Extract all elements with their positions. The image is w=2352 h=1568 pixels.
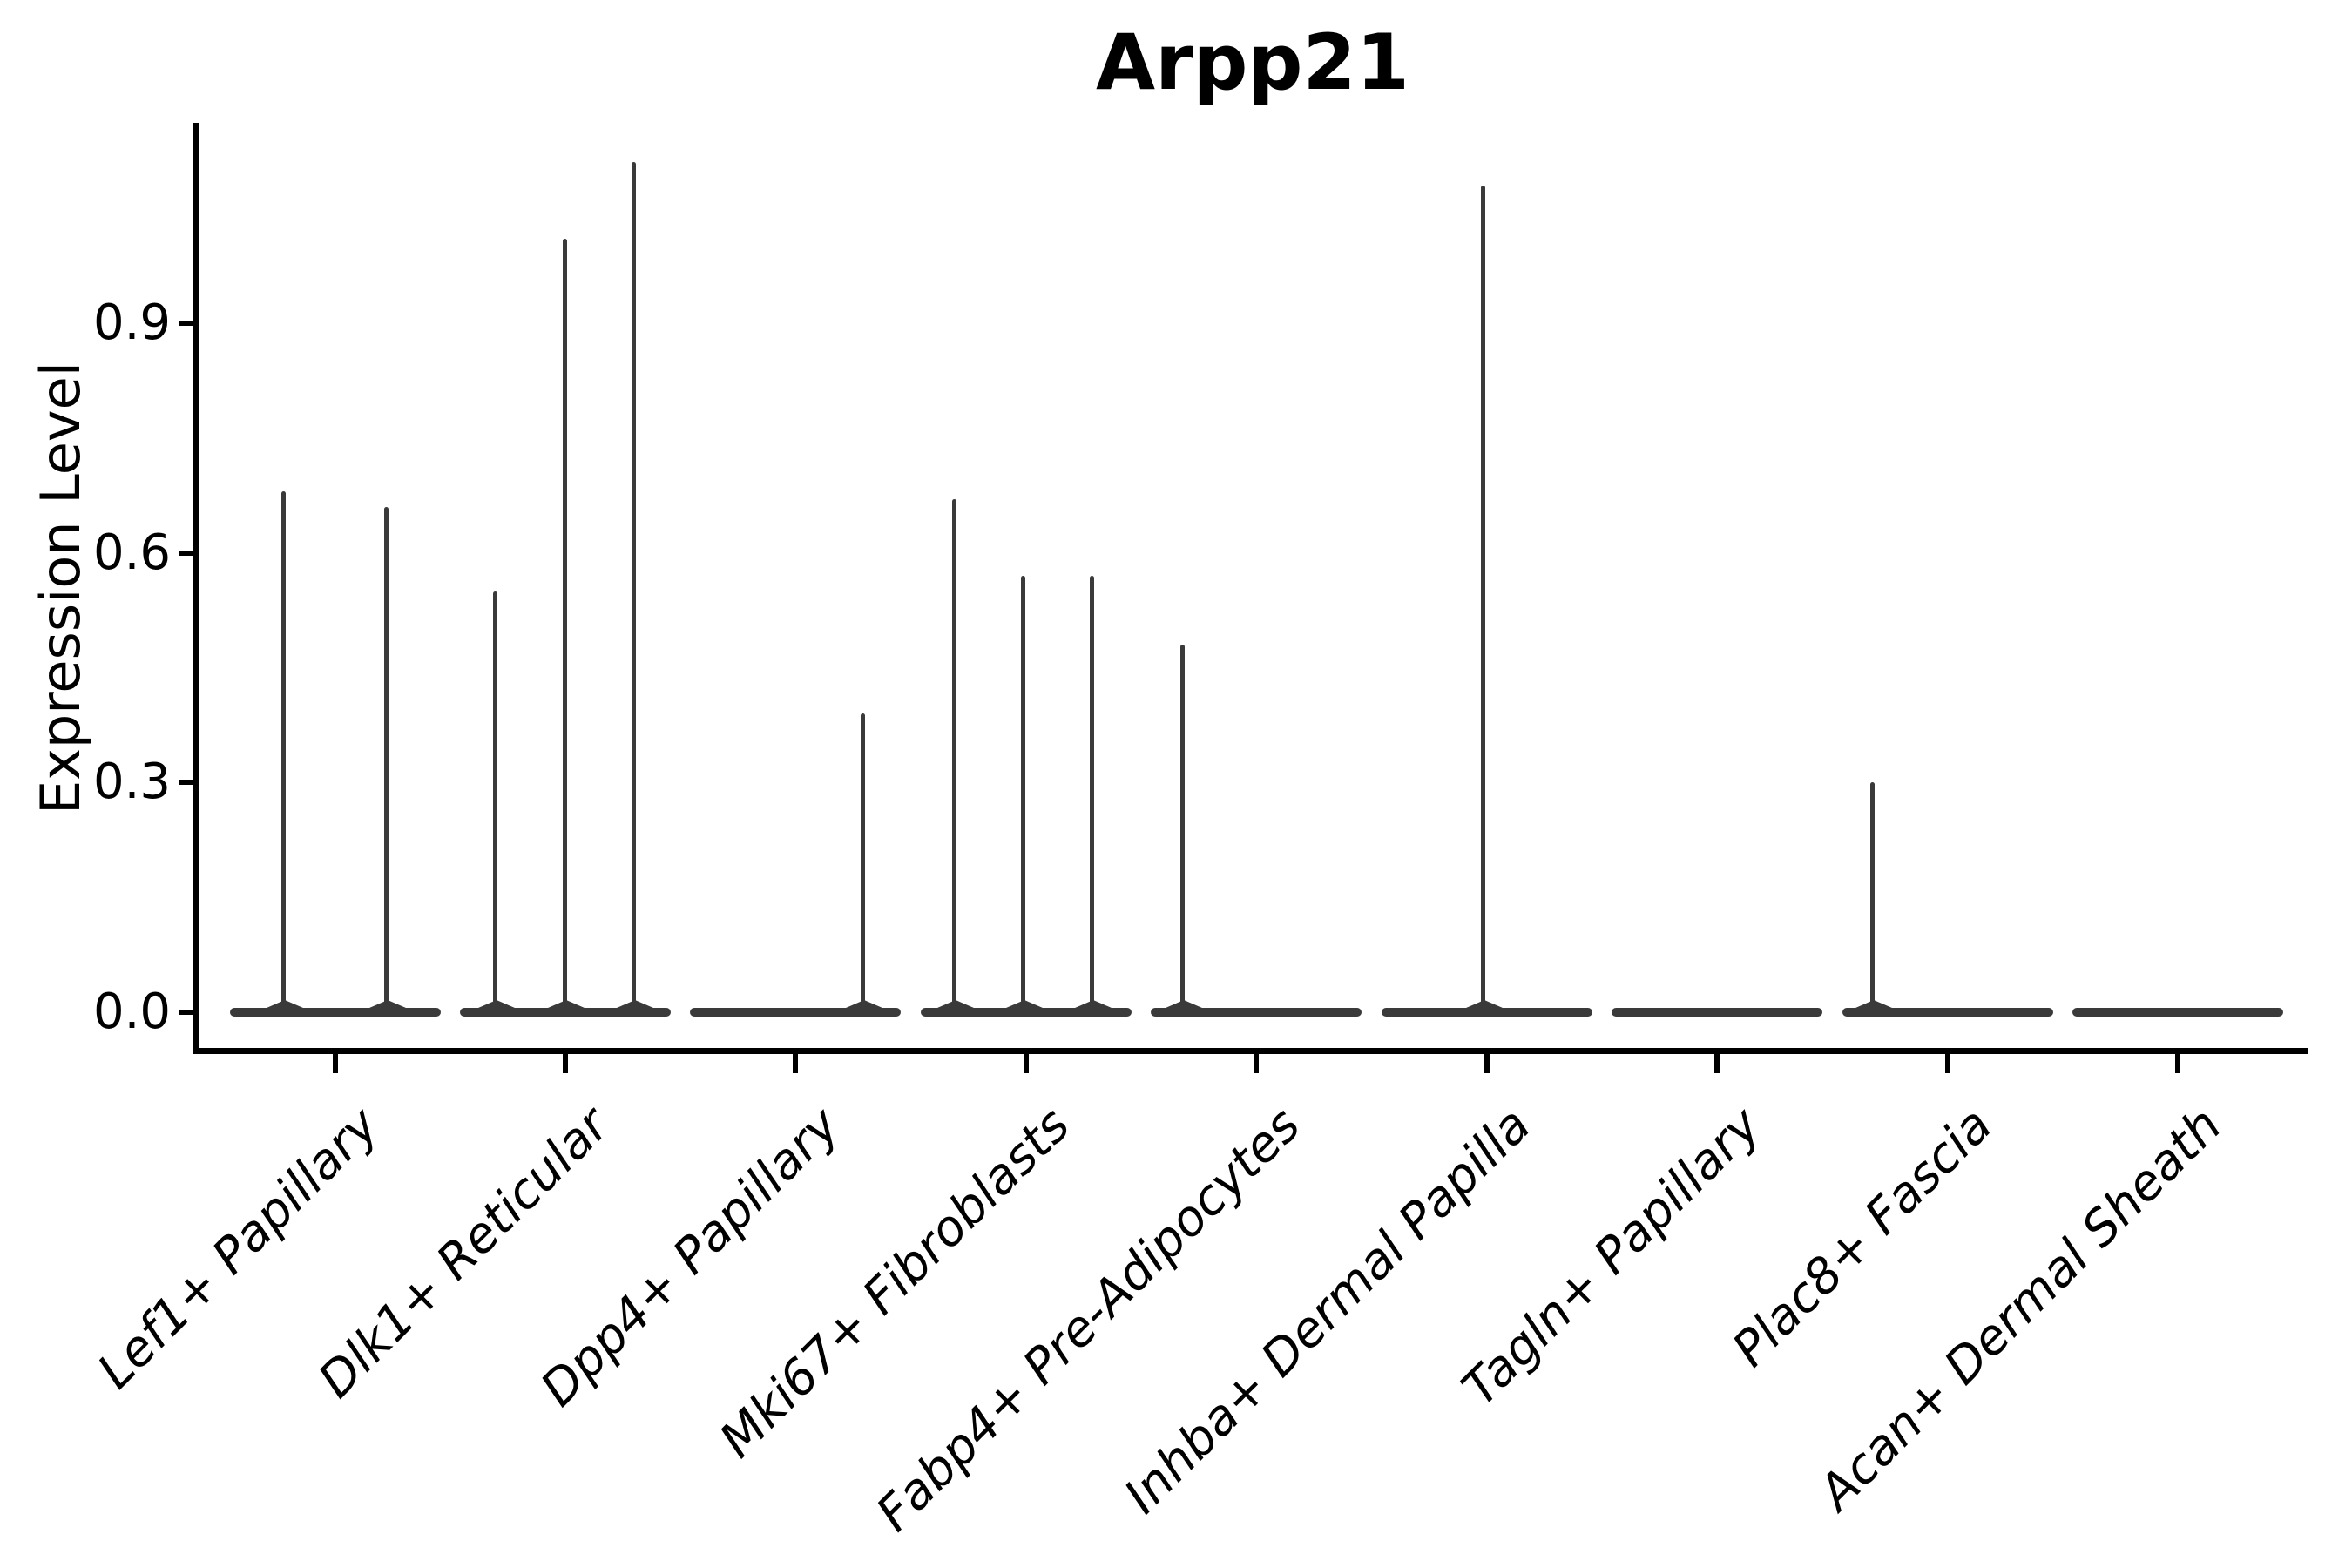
x-tick-label: Fabp4+ Pre-Adipocytes: [866, 1097, 1312, 1543]
x-tick-mark: [2175, 1054, 2181, 1073]
y-axis-spine: [193, 123, 199, 1054]
violin-spike: [1869, 782, 1875, 1015]
violin-baseline: [1151, 1008, 1362, 1017]
violin-spike: [861, 713, 866, 1015]
x-tick-mark: [1714, 1054, 1720, 1073]
violin-baseline: [229, 1008, 441, 1017]
x-tick-label: Acan+ Dermal Sheath: [1808, 1097, 2234, 1522]
y-tick-label: 0.0: [92, 983, 171, 1040]
violin-spike: [1480, 185, 1485, 1015]
violin-spike: [1020, 575, 1025, 1015]
y-tick-label: 0.3: [92, 754, 171, 811]
chart-title: Arpp21: [1096, 17, 1409, 107]
violin-spike: [492, 591, 497, 1015]
x-axis-line: [193, 1048, 2308, 1054]
x-tick-mark: [1254, 1054, 1260, 1073]
violin-spike: [280, 491, 286, 1015]
x-tick-mark: [1023, 1054, 1029, 1073]
y-axis-label: Expression Level: [29, 362, 92, 814]
violin-baseline: [1842, 1008, 2053, 1017]
violin-spike: [562, 239, 567, 1015]
y-tick-mark: [179, 780, 198, 786]
violin-spike: [631, 162, 636, 1015]
violin-spike: [383, 506, 389, 1015]
x-tick-mark: [1944, 1054, 1950, 1073]
violin-spike: [1180, 645, 1186, 1015]
x-tick-label: Inhba+ Dermal Papilla: [1113, 1097, 1542, 1525]
y-tick-mark: [179, 320, 198, 326]
x-tick-mark: [332, 1054, 338, 1073]
y-tick-mark: [179, 1010, 198, 1015]
violin-spike: [951, 499, 956, 1015]
violin-spike: [1089, 575, 1094, 1015]
y-tick-mark: [179, 550, 198, 556]
violin-baseline: [1381, 1008, 1592, 1017]
x-tick-mark: [1484, 1054, 1490, 1073]
violin-baseline: [920, 1008, 1132, 1017]
x-tick-mark: [793, 1054, 799, 1073]
violin-baseline: [690, 1008, 902, 1017]
y-tick-label: 0.9: [92, 294, 171, 351]
violin-baseline: [1612, 1008, 1823, 1017]
y-tick-label: 0.6: [92, 524, 171, 581]
violin-baseline: [2072, 1008, 2284, 1017]
x-tick-mark: [562, 1054, 568, 1073]
